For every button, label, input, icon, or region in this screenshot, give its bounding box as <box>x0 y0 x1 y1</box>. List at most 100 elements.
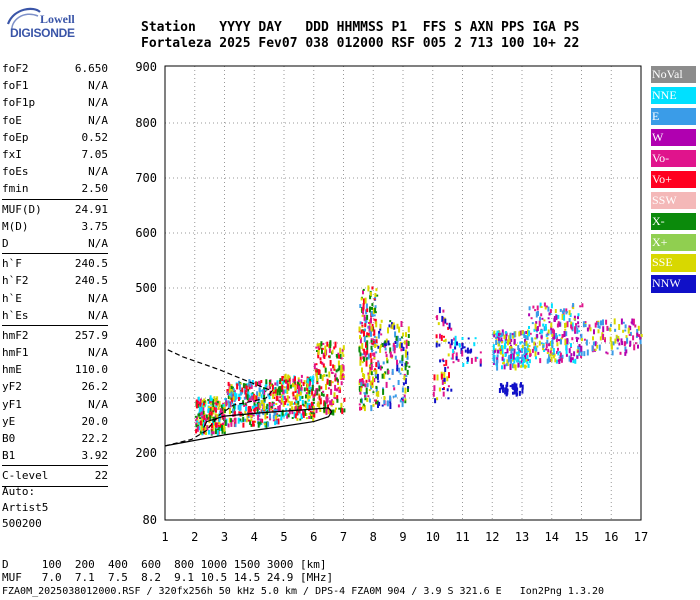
echo-point <box>561 334 564 338</box>
echo-point <box>442 360 445 363</box>
echo-point <box>558 322 561 327</box>
param-name: D <box>2 236 9 250</box>
echo-point <box>326 397 329 403</box>
echo-point <box>396 341 399 347</box>
echo-point <box>334 373 337 379</box>
echo-point <box>216 401 219 404</box>
echo-point <box>320 341 323 347</box>
echo-point <box>210 413 213 419</box>
echo-point <box>359 352 362 357</box>
echo-point <box>432 391 435 397</box>
echo-point <box>260 380 263 383</box>
param-value: 110.0 <box>74 363 108 377</box>
echo-point <box>202 422 205 428</box>
echo-point <box>308 412 311 415</box>
echo-point <box>396 359 398 365</box>
echo-point <box>403 340 406 345</box>
echo-point <box>256 381 259 385</box>
echo-point <box>253 420 256 423</box>
echo-point <box>519 356 522 359</box>
echo-point <box>309 405 312 410</box>
echo-point <box>300 413 303 419</box>
footer-muf-line: MUF 7.0 7.1 7.5 8.2 9.1 10.5 14.5 24.9 [… <box>2 571 334 584</box>
echo-point <box>634 342 637 345</box>
echo-point <box>373 357 376 360</box>
echo-point <box>319 398 322 405</box>
echo-point <box>287 380 290 383</box>
echo-point <box>228 389 231 394</box>
echo-point <box>523 342 526 345</box>
echo-point <box>550 303 553 309</box>
echo-point <box>580 355 583 359</box>
echo-point <box>323 400 326 407</box>
echo-point <box>341 351 344 354</box>
echo-point <box>627 327 630 334</box>
echo-point <box>329 360 332 366</box>
echo-point <box>369 306 371 313</box>
echo-point <box>233 411 236 417</box>
echo-point <box>242 383 245 389</box>
echo-point <box>275 414 278 421</box>
echo-point <box>496 335 499 339</box>
echo-point <box>232 388 235 392</box>
echo-point <box>401 355 404 362</box>
echo-point <box>272 402 275 405</box>
echo-point <box>540 342 543 345</box>
echo-point <box>322 390 325 393</box>
echo-point <box>325 383 327 390</box>
echo-point <box>379 323 382 329</box>
echo-point <box>329 400 332 406</box>
echo-point <box>259 390 261 395</box>
echo-point <box>550 326 553 331</box>
echo-point <box>620 338 623 343</box>
param-row: MUF(D) 24.91 <box>2 201 108 218</box>
echo-point <box>386 359 389 364</box>
echo-point <box>363 405 366 412</box>
echo-point <box>363 314 366 321</box>
echo-point <box>358 388 361 392</box>
echo-point <box>561 314 564 320</box>
echo-point <box>239 391 242 396</box>
echo-point <box>504 338 507 344</box>
echo-point <box>364 395 366 398</box>
echo-point <box>611 350 614 356</box>
echo-point <box>635 335 638 338</box>
echo-point <box>523 335 526 338</box>
echo-point <box>302 403 305 406</box>
echo-point <box>497 350 500 354</box>
echo-point <box>404 400 407 404</box>
echo-point <box>536 345 539 348</box>
echo-point <box>636 332 639 337</box>
echo-point <box>204 400 207 406</box>
echo-point <box>521 344 524 349</box>
echo-point <box>277 387 280 393</box>
echo-point <box>633 344 636 351</box>
echo-point <box>378 330 381 334</box>
echo-point <box>311 406 314 409</box>
echo-point <box>329 342 332 348</box>
echo-point <box>525 365 528 368</box>
echo-point <box>555 333 558 339</box>
echo-point <box>586 327 589 332</box>
echo-point <box>233 389 236 394</box>
echo-point <box>499 383 502 387</box>
echo-point <box>272 393 275 399</box>
echo-point <box>565 349 568 355</box>
echo-point <box>198 415 201 419</box>
echo-point <box>231 396 234 402</box>
echo-point <box>316 378 319 384</box>
echo-point <box>621 341 624 346</box>
echo-point <box>238 383 241 390</box>
echo-point <box>548 356 551 361</box>
echo-point <box>381 373 384 379</box>
echo-point <box>222 404 225 407</box>
echo-point <box>315 346 318 349</box>
echo-point <box>492 362 495 365</box>
echo-point <box>520 348 523 352</box>
echo-point <box>263 423 266 426</box>
echo-point <box>302 411 305 418</box>
echo-point <box>228 417 231 423</box>
echo-point <box>570 353 573 357</box>
echo-point <box>630 321 633 324</box>
echo-point <box>325 374 328 377</box>
